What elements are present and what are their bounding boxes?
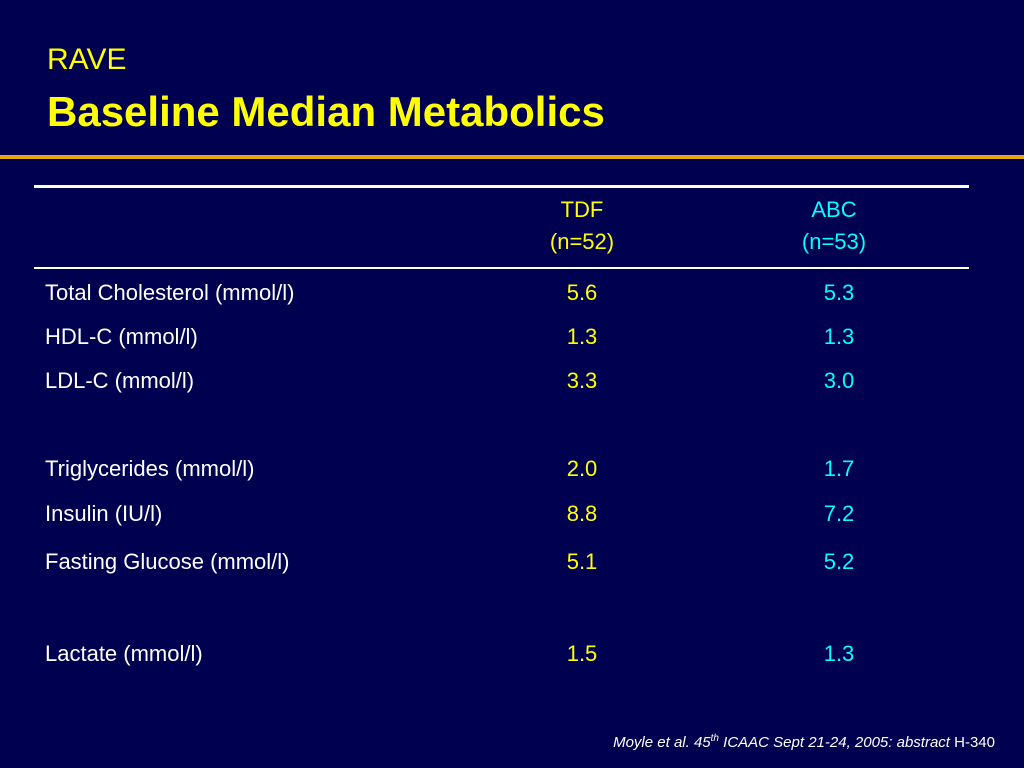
column-header-tdf-n: (n=52) [549, 229, 615, 254]
row-value-abc: 1.3 [823, 324, 855, 349]
table-row: Lactate (mmol/l) 1.5 1.3 [0, 637, 1024, 671]
row-value-abc: 1.3 [823, 641, 855, 666]
column-header-tdf-name: TDF [560, 197, 604, 222]
row-value-tdf: 3.3 [566, 368, 598, 393]
row-value-tdf: 5.1 [566, 549, 598, 574]
row-label: Fasting Glucose (mmol/l) [45, 549, 290, 574]
row-label: HDL-C (mmol/l) [45, 324, 198, 349]
table-row: Insulin (IU/l) 8.8 7.2 [0, 497, 1024, 531]
row-label: Total Cholesterol (mmol/l) [45, 280, 295, 305]
row-value-abc: 7.2 [823, 501, 855, 526]
row-value-abc: 1.7 [823, 456, 855, 481]
table-row: Triglycerides (mmol/l) 2.0 1.7 [0, 452, 1024, 486]
row-value-tdf: 8.8 [566, 501, 598, 526]
slide-subtitle: RAVE [47, 43, 127, 76]
row-value-tdf: 1.3 [566, 324, 598, 349]
row-value-abc: 5.3 [823, 280, 855, 305]
row-label: LDL-C (mmol/l) [45, 368, 195, 393]
citation-conference: ICAAC Sept 21-24, 2005: abstract [719, 734, 950, 751]
row-value-abc: 5.2 [823, 549, 855, 574]
slide-title: Baseline Median Metabolics [47, 88, 605, 135]
table-row: Total Cholesterol (mmol/l) 5.6 5.3 [0, 276, 1024, 310]
citation-abstract-id: H-340 [949, 734, 995, 751]
table-header-rule [34, 267, 969, 269]
row-value-tdf: 1.5 [566, 641, 598, 666]
table-row: Fasting Glucose (mmol/l) 5.1 5.2 [0, 545, 1024, 579]
table-top-rule [34, 185, 969, 188]
citation-authors: Moyle et al. 45 [613, 734, 711, 751]
table-row: HDL-C (mmol/l) 1.3 1.3 [0, 320, 1024, 354]
row-value-tdf: 2.0 [566, 456, 598, 481]
row-label: Triglycerides (mmol/l) [45, 456, 255, 481]
row-value-tdf: 5.6 [566, 280, 598, 305]
column-header-abc: ABC (n=53) [734, 194, 934, 258]
row-label: Lactate (mmol/l) [45, 641, 203, 666]
column-header-tdf: TDF (n=52) [482, 194, 682, 258]
row-value-abc: 3.0 [823, 368, 855, 393]
column-header-abc-n: (n=53) [801, 229, 867, 254]
citation-superscript: th [710, 733, 719, 744]
citation: Moyle et al. 45th ICAAC Sept 21-24, 2005… [613, 733, 995, 751]
title-divider [0, 155, 1024, 159]
row-label: Insulin (IU/l) [45, 501, 163, 526]
column-header-abc-name: ABC [811, 197, 857, 222]
table-row: LDL-C (mmol/l) 3.3 3.0 [0, 364, 1024, 398]
